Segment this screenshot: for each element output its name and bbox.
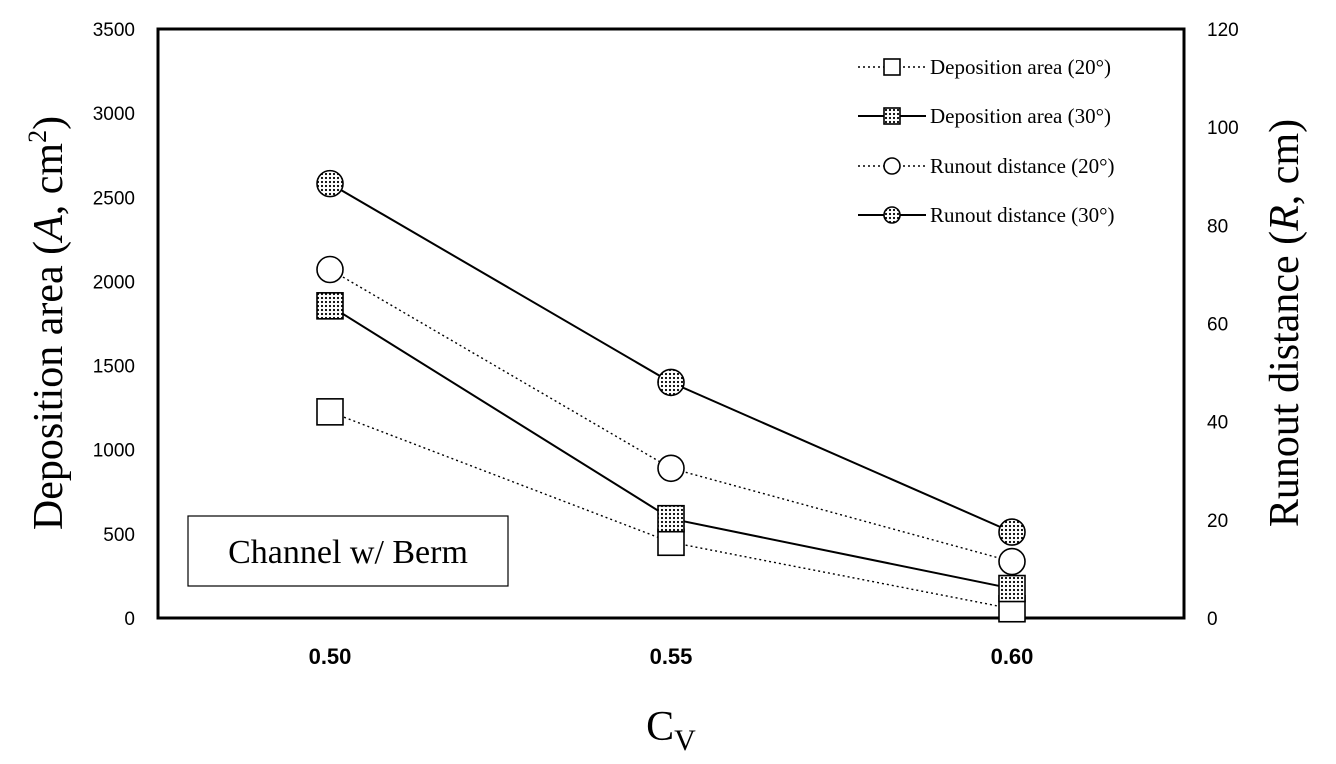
data-point-square — [657, 504, 685, 533]
data-point-square — [998, 574, 1026, 603]
right-tick-label: 100 — [1207, 118, 1239, 139]
plot-area — [156, 27, 1186, 620]
annotation-label: Channel w/ Berm — [228, 534, 468, 571]
annotation-box: Channel w/ Berm — [187, 515, 509, 587]
x-axis-ticks: 0.50 0.55 0.60 — [309, 644, 1034, 669]
data-point-square — [316, 398, 344, 426]
left-tick-label: 500 — [103, 525, 135, 546]
series-group — [316, 169, 1026, 623]
legend-label: Deposition area (20°) — [930, 55, 1111, 79]
data-point-square — [316, 292, 344, 320]
right-axis-title: Runout distance (R, cm) — [1262, 119, 1308, 527]
left-tick-label: 0 — [124, 609, 135, 630]
right-tick-label: 60 — [1207, 315, 1228, 336]
right-tick-label: 40 — [1207, 413, 1228, 434]
legend-marker-circle — [883, 206, 901, 224]
legend-marker-square — [883, 107, 901, 125]
series-line — [329, 268, 1013, 563]
left-tick-label: 3000 — [93, 104, 135, 125]
left-axis-title: Deposition area (A, cm2) — [23, 116, 72, 530]
right-axis-ticks: 0 20 40 60 80 100 120 — [1207, 20, 1239, 630]
x-axis-title: CV — [646, 704, 696, 757]
right-tick-label: 0 — [1207, 609, 1218, 630]
right-tick-label: 20 — [1207, 511, 1228, 532]
left-axis-ticks: 0 500 1000 1500 2000 2500 3000 3500 — [93, 20, 135, 630]
legend-label: Runout distance (30°) — [930, 203, 1115, 227]
data-point-circle — [316, 255, 344, 284]
data-point-circle — [657, 368, 685, 397]
right-tick-label: 120 — [1207, 20, 1239, 41]
right-tick-label: 80 — [1207, 216, 1228, 237]
legend-item: Runout distance (30°) — [858, 203, 1115, 227]
data-point-circle — [998, 547, 1026, 576]
data-point-circle — [998, 518, 1026, 546]
left-tick-label: 1000 — [93, 441, 135, 462]
x-tick-label: 0.60 — [991, 644, 1034, 669]
left-tick-label: 3500 — [93, 20, 135, 41]
data-point-circle — [316, 169, 344, 198]
legend-item: Deposition area (30°) — [858, 104, 1111, 128]
legend-item: Runout distance (20°) — [858, 154, 1115, 178]
data-point-circle — [657, 454, 685, 483]
left-tick-label: 2500 — [93, 188, 135, 209]
legend-marker-square — [883, 58, 901, 76]
legend: Deposition area (20°) Deposition area (30… — [858, 55, 1115, 227]
x-tick-label: 0.50 — [309, 644, 352, 669]
legend-marker-circle — [883, 157, 901, 175]
left-tick-label: 1500 — [93, 357, 135, 378]
left-tick-label: 2000 — [93, 272, 135, 293]
series-2 — [316, 292, 1026, 603]
data-point-square — [657, 528, 685, 557]
legend-label: Runout distance (20°) — [930, 154, 1115, 178]
series-4 — [316, 169, 1026, 546]
legend-item: Deposition area (20°) — [858, 55, 1111, 79]
legend-label: Deposition area (30°) — [930, 104, 1111, 128]
x-tick-label: 0.55 — [650, 644, 693, 669]
series-3 — [316, 255, 1026, 576]
